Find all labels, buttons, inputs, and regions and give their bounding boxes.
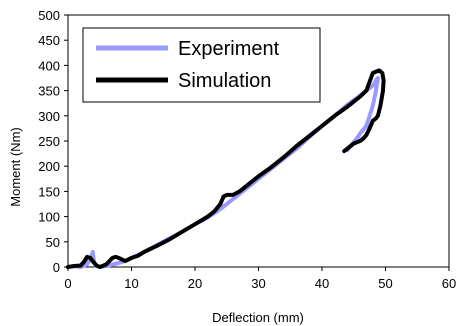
y-tick-label: 0 — [53, 260, 60, 275]
x-tick-label: 10 — [124, 276, 138, 291]
series-lines — [66, 68, 386, 269]
series-line-simulation — [66, 68, 386, 269]
y-tick-label: 400 — [38, 58, 60, 73]
y-tick-label: 50 — [46, 235, 60, 250]
legend: Experiment Simulation — [82, 27, 321, 103]
legend-label-experiment: Experiment — [178, 38, 280, 60]
x-tick-label: 20 — [188, 276, 202, 291]
y-tick-label: 350 — [38, 84, 60, 99]
y-tick-label: 100 — [38, 210, 60, 225]
legend-box — [82, 27, 321, 103]
x-tick-label: 30 — [251, 276, 265, 291]
y-axis-title: Moment (Nm) — [8, 127, 23, 206]
y-tick-label: 500 — [38, 8, 60, 23]
y-tick-label: 450 — [38, 33, 60, 48]
legend-label-simulation: Simulation — [178, 70, 271, 92]
y-tick-label: 200 — [38, 159, 60, 174]
x-tick-label: 40 — [315, 276, 329, 291]
series-line-experiment — [66, 76, 380, 269]
x-tick-label: 0 — [64, 276, 71, 291]
x-axis-title: Deflection (mm) — [212, 310, 304, 325]
y-tick-label: 250 — [38, 134, 60, 149]
x-tick-label: 50 — [378, 276, 392, 291]
x-tick-label: 60 — [442, 276, 456, 291]
y-tick-label: 150 — [38, 184, 60, 199]
tick-labels: 0 50 100 150 200 250 300 350 400 450 500 0 10 20 30 40 5… — [38, 8, 456, 291]
y-tick-label: 300 — [38, 109, 60, 124]
